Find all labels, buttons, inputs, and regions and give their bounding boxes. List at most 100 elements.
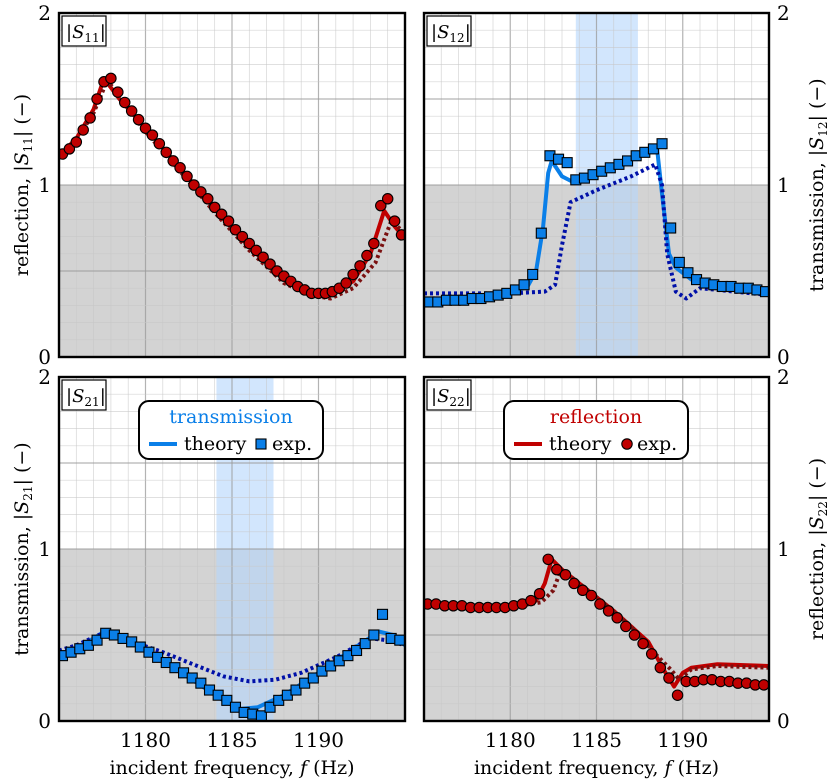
panel-frame — [422, 11, 771, 359]
exp-markers — [59, 72, 405, 300]
exp-point — [394, 634, 405, 646]
x-tick-label: 1190 — [657, 728, 708, 752]
exp-point — [181, 170, 193, 183]
exp-point — [673, 256, 685, 268]
exp-point — [758, 679, 769, 691]
exp-point — [361, 249, 373, 262]
y-axis-label: reflection, |S22| (−) — [806, 458, 827, 640]
exp-point — [594, 598, 606, 610]
exp-point — [388, 215, 401, 227]
exp-point — [663, 672, 675, 684]
exp-point — [637, 637, 649, 650]
x-tick-label: 1185 — [207, 728, 258, 752]
exp-point — [654, 661, 667, 674]
exp-point — [576, 584, 589, 597]
exp-point — [290, 684, 302, 696]
panel-label: |S21| — [66, 386, 106, 409]
y-tick-label: 2 — [777, 365, 790, 389]
exp-point — [167, 155, 179, 167]
exp-point — [84, 112, 96, 124]
plot-area — [424, 377, 769, 721]
legend-title: transmission — [169, 406, 292, 428]
panel-label-box — [426, 379, 472, 411]
y-tick-label: 1 — [38, 173, 51, 197]
y-tick-label: 1 — [777, 537, 790, 561]
legend-exp-swatch — [255, 438, 267, 450]
exp-point — [208, 201, 221, 214]
plot-area — [59, 13, 405, 357]
panel-label-box — [61, 379, 107, 411]
exp-markers — [424, 553, 769, 701]
legend-reflection: reflection theory exp. — [503, 400, 689, 460]
y-axis-label: transmission, |S12| (−) — [806, 78, 827, 291]
exp-point — [222, 215, 235, 227]
exp-point — [70, 136, 83, 148]
exp-point — [77, 124, 89, 136]
exp-point — [264, 258, 276, 270]
exp-point — [229, 223, 242, 236]
exp-point — [250, 244, 262, 257]
exp-point — [347, 268, 359, 281]
exp-point — [132, 113, 145, 126]
exp-point — [611, 612, 623, 624]
exp-point — [602, 605, 615, 617]
y-tick-label: 0 — [38, 345, 51, 369]
exp-point — [533, 587, 546, 600]
panel-label: |S22| — [431, 386, 471, 409]
y-tick-label: 0 — [777, 709, 790, 733]
x-tick-label: 1180 — [485, 728, 536, 752]
exp-point — [359, 638, 371, 650]
x-axis-label-left: incident frequency, f (Hz) — [109, 757, 354, 779]
exp-point — [264, 701, 276, 713]
exp-point — [146, 129, 159, 141]
exp-point — [665, 222, 677, 234]
exp-markers — [59, 608, 405, 721]
exp-point — [559, 569, 572, 581]
exp-point — [759, 286, 769, 298]
exp-point — [682, 267, 694, 279]
exp-point — [91, 634, 103, 646]
exp-point — [620, 620, 632, 633]
panel-frame — [422, 375, 771, 723]
y-tick-label: 2 — [38, 1, 51, 25]
theory-dotted-line — [424, 162, 769, 301]
exp-point — [139, 122, 152, 134]
exp-point — [375, 199, 387, 212]
panel-frame — [57, 11, 407, 359]
exp-point — [381, 193, 394, 205]
exp-point — [551, 563, 563, 576]
exp-point — [221, 694, 233, 706]
y-tick-label: 0 — [777, 345, 790, 369]
y-tick-label: 1 — [38, 537, 51, 561]
exp-markers — [424, 138, 769, 308]
exp-point — [645, 648, 658, 660]
y-tick-label: 0 — [38, 709, 51, 733]
exp-point — [351, 644, 363, 657]
exp-point — [215, 208, 228, 220]
panel-s22: 0 1 2 1180 1185 1190 |S22| reflection, |S22| (−… — [422, 365, 827, 752]
exp-point — [91, 93, 103, 105]
y-tick-label: 1 — [777, 173, 790, 197]
panel-label-box — [61, 15, 107, 47]
legend-exp-label: exp. — [272, 433, 312, 455]
legend-exp-swatch — [621, 438, 633, 450]
exp-point — [535, 227, 547, 239]
x-axis-label-right: incident frequency, f (Hz) — [474, 757, 719, 779]
exp-point — [561, 157, 573, 169]
y-tick-label: 2 — [38, 365, 51, 389]
exp-point — [195, 186, 207, 198]
exp-point — [160, 146, 173, 159]
exp-point — [188, 179, 200, 191]
exp-point — [525, 594, 537, 607]
theory-dotted-line — [424, 569, 769, 682]
exp-point — [63, 143, 76, 155]
y-axis-label: transmission, |S21| (−) — [11, 442, 35, 655]
exp-point — [125, 105, 138, 117]
panel-frame — [57, 375, 407, 723]
panel-s21: 0 1 2 1180 1185 1190 |S21| transmission, |S21| … — [11, 365, 407, 752]
exp-point — [307, 672, 319, 684]
exp-point — [105, 72, 117, 85]
exp-point — [243, 237, 256, 250]
panel-s11: 0 1 2 |S11| reflection, |S11| (−) — [11, 1, 407, 369]
